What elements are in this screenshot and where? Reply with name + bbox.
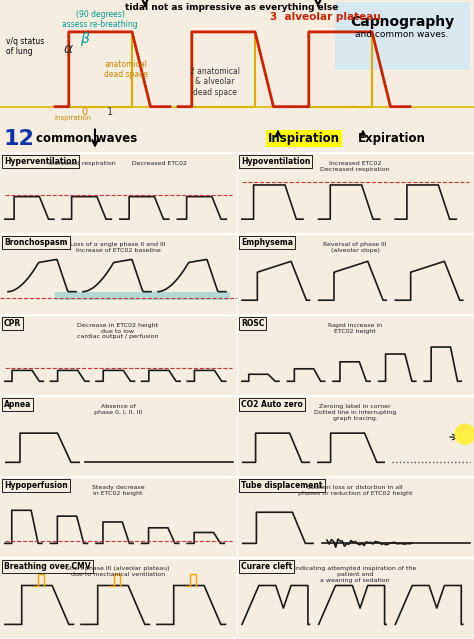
Text: (90 degrees)
assess re-breathing: (90 degrees) assess re-breathing [62,10,138,29]
Text: CPR: CPR [4,319,21,328]
Text: Absence of
phase 0, I, II, III: Absence of phase 0, I, II, III [94,404,142,415]
Text: 12: 12 [4,128,35,149]
Text: Decrease in ETC02 height
due to low
cardiac output / perfusion: Decrease in ETC02 height due to low card… [77,323,159,339]
Circle shape [455,424,474,444]
Text: ROSC: ROSC [241,319,264,328]
Bar [55,291,230,300]
Bar [335,2,470,70]
Text: Sudden loss or distortion in all
phases or reduction of ETC02 height: Sudden loss or distortion in all phases … [298,485,412,496]
Bar [309,32,372,107]
Text: Emphysema: Emphysema [241,238,293,247]
Text: Expiration: Expiration [358,132,426,145]
Text: Increased respiration        Decreased ETC02: Increased respiration Decreased ETC02 [49,161,187,166]
Text: zeroing: zeroing [456,432,474,437]
Text: anatomical
dead space: anatomical dead space [104,60,148,79]
Text: Loss of α angle phase II and III
Increase of ETC02 baseline: Loss of α angle phase II and III Increas… [70,242,166,252]
Text: Hypoventilation: Hypoventilation [241,157,310,166]
Text: and common waves.: and common waves. [356,30,449,39]
Text: Tube displacement: Tube displacement [241,481,322,490]
Text: Inspiration: Inspiration [268,132,340,145]
Text: α: α [64,42,73,56]
Text: β: β [80,32,89,46]
Text: v/q status
of lung: v/q status of lung [6,37,44,56]
Text: Bronchospasm: Bronchospasm [4,238,67,247]
Text: Capnography: Capnography [350,15,454,29]
Text: 3  alveolar plateau: 3 alveolar plateau [270,12,381,22]
Text: Steady decrease
in ETC02 height: Steady decrease in ETC02 height [91,485,144,496]
Text: Inspiration: Inspiration [55,114,91,121]
Text: Breathing over CMV: Breathing over CMV [4,562,91,571]
Text: Reversal of phase III
(alveolar slope): Reversal of phase III (alveolar slope) [323,242,387,252]
Text: 2 anatomical
& alveolar
dead space: 2 anatomical & alveolar dead space [190,67,240,96]
Text: 0: 0 [81,107,87,117]
Text: Indicating attempted inspiration of the
patient and
a weaning of sedation: Indicating attempted inspiration of the … [294,566,416,583]
Text: Rapid increase in
ETC02 height: Rapid increase in ETC02 height [328,323,382,334]
Text: Zeroing label in corner
Dotted line in interrupting
graph tracing.: Zeroing label in corner Dotted line in i… [314,404,396,420]
Text: CO2 Auto zero: CO2 Auto zero [241,400,303,409]
Text: common waves: common waves [36,132,137,145]
Text: Curare cleft: Curare cleft [241,562,292,571]
Text: Hyperventilation: Hyperventilation [4,157,77,166]
Text: Increased ETC02
Decreased respiration: Increased ETC02 Decreased respiration [320,161,390,172]
Text: Apnea: Apnea [4,400,31,409]
Text: Hypoperfusion: Hypoperfusion [4,481,68,490]
Bar [192,32,255,107]
Bar [69,32,132,107]
Text: Short phase III (alveolar plateau)
due to mechanical ventilation: Short phase III (alveolar plateau) due t… [66,566,170,577]
Text: tidal not as impressive as everything else: tidal not as impressive as everything el… [125,3,339,12]
Text: 1: 1 [107,107,113,117]
